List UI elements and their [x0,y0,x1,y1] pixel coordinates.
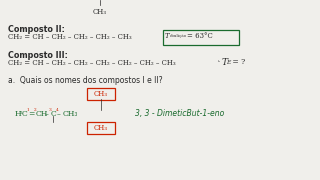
Text: CH₃: CH₃ [93,123,108,132]
Text: CH₃: CH₃ [93,89,108,98]
Text: Composto III:: Composto III: [8,51,68,60]
Text: CH₂ = CH – CH₂ – CH₂ – CH₂ – CH₂ – CH₂ – CH₃: CH₂ = CH – CH₂ – CH₂ – CH₂ – CH₂ – CH₂ –… [8,59,176,67]
Text: = ?: = ? [230,58,245,66]
Text: ebulição: ebulição [170,35,187,39]
Text: CH₃: CH₃ [93,8,107,16]
FancyBboxPatch shape [86,122,115,134]
Text: C: C [22,110,28,118]
Text: 3, 3 - DimeticBut-1-eno: 3, 3 - DimeticBut-1-eno [135,109,224,118]
Text: CH₃: CH₃ [63,110,78,118]
Text: –: – [57,110,61,118]
FancyBboxPatch shape [163,30,238,44]
Text: CH₂ = CH – CH₂ – CH₂ – CH₂ – CH₃: CH₂ = CH – CH₂ – CH₂ – CH₂ – CH₃ [8,33,132,41]
Text: 1: 1 [27,108,29,112]
Text: T: T [221,58,228,67]
Text: C: C [51,110,57,118]
FancyBboxPatch shape [86,87,115,100]
Text: 2: 2 [34,108,37,112]
Text: E: E [227,60,231,66]
Text: 3: 3 [49,108,52,112]
Text: H: H [15,110,22,118]
Text: 2: 2 [20,111,22,116]
Text: =: = [28,110,35,118]
Text: a.  Quais os nomes dos compostos I e II?: a. Quais os nomes dos compostos I e II? [8,76,163,85]
Text: Composto II:: Composto II: [8,25,65,34]
Text: = 63°C: = 63°C [187,31,213,39]
Text: 4: 4 [56,108,59,112]
Text: CH: CH [36,110,48,118]
Text: T: T [165,31,170,39]
Text: ᵇ: ᵇ [218,60,220,65]
Text: –: – [45,110,49,118]
